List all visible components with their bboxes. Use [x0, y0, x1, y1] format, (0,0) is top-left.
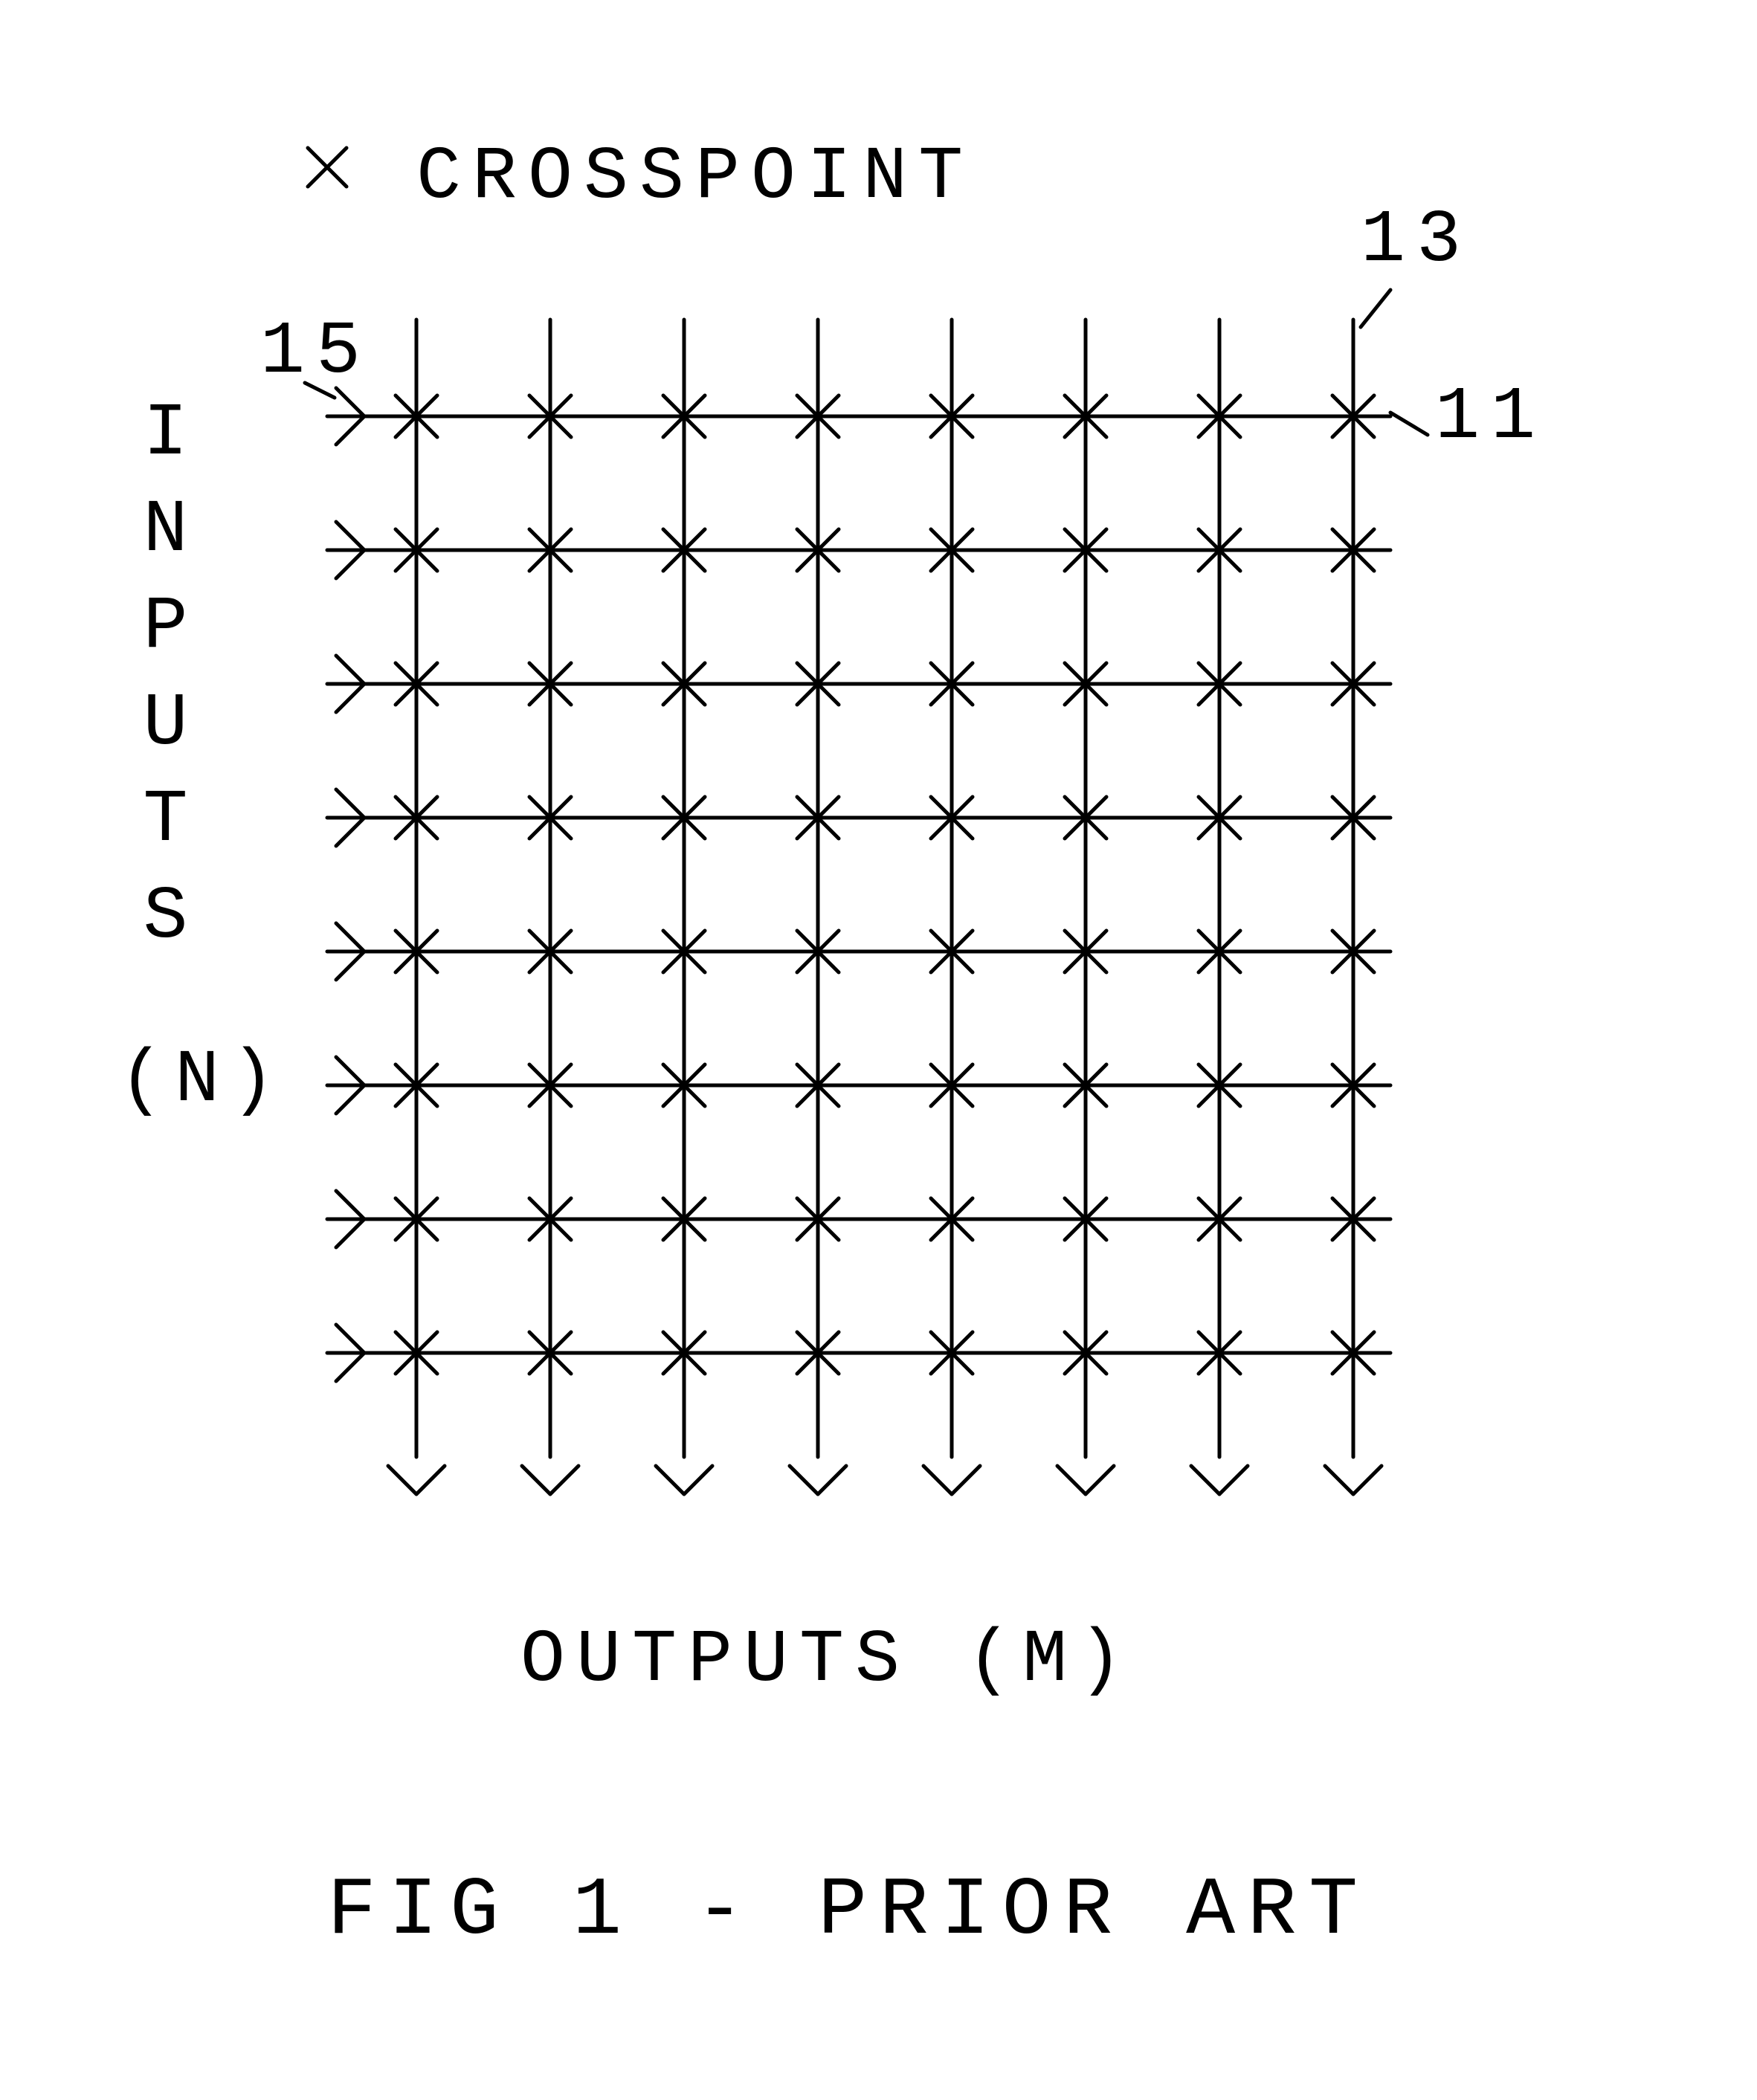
reference-numeral-11: 11: [1435, 376, 1547, 460]
reference-numeral-13: 13: [1361, 199, 1472, 283]
outputs-axis-label: OUTPUTS (M): [520, 1619, 1134, 1703]
inputs-axis-letter: U: [143, 682, 199, 766]
inputs-axis-letter: S: [143, 876, 199, 960]
inputs-axis-letter: I: [143, 392, 199, 476]
inputs-axis-letter: P: [143, 586, 199, 670]
inputs-axis-letter: T: [143, 779, 199, 863]
legend-label: CROSSPOINT: [416, 136, 974, 220]
inputs-axis-letter: N: [143, 489, 199, 573]
reference-numeral-15: 15: [260, 311, 372, 395]
inputs-axis-sublabel: (N): [119, 1039, 286, 1123]
figure-caption: FIG 1 - PRIOR ART: [327, 1865, 1370, 1958]
